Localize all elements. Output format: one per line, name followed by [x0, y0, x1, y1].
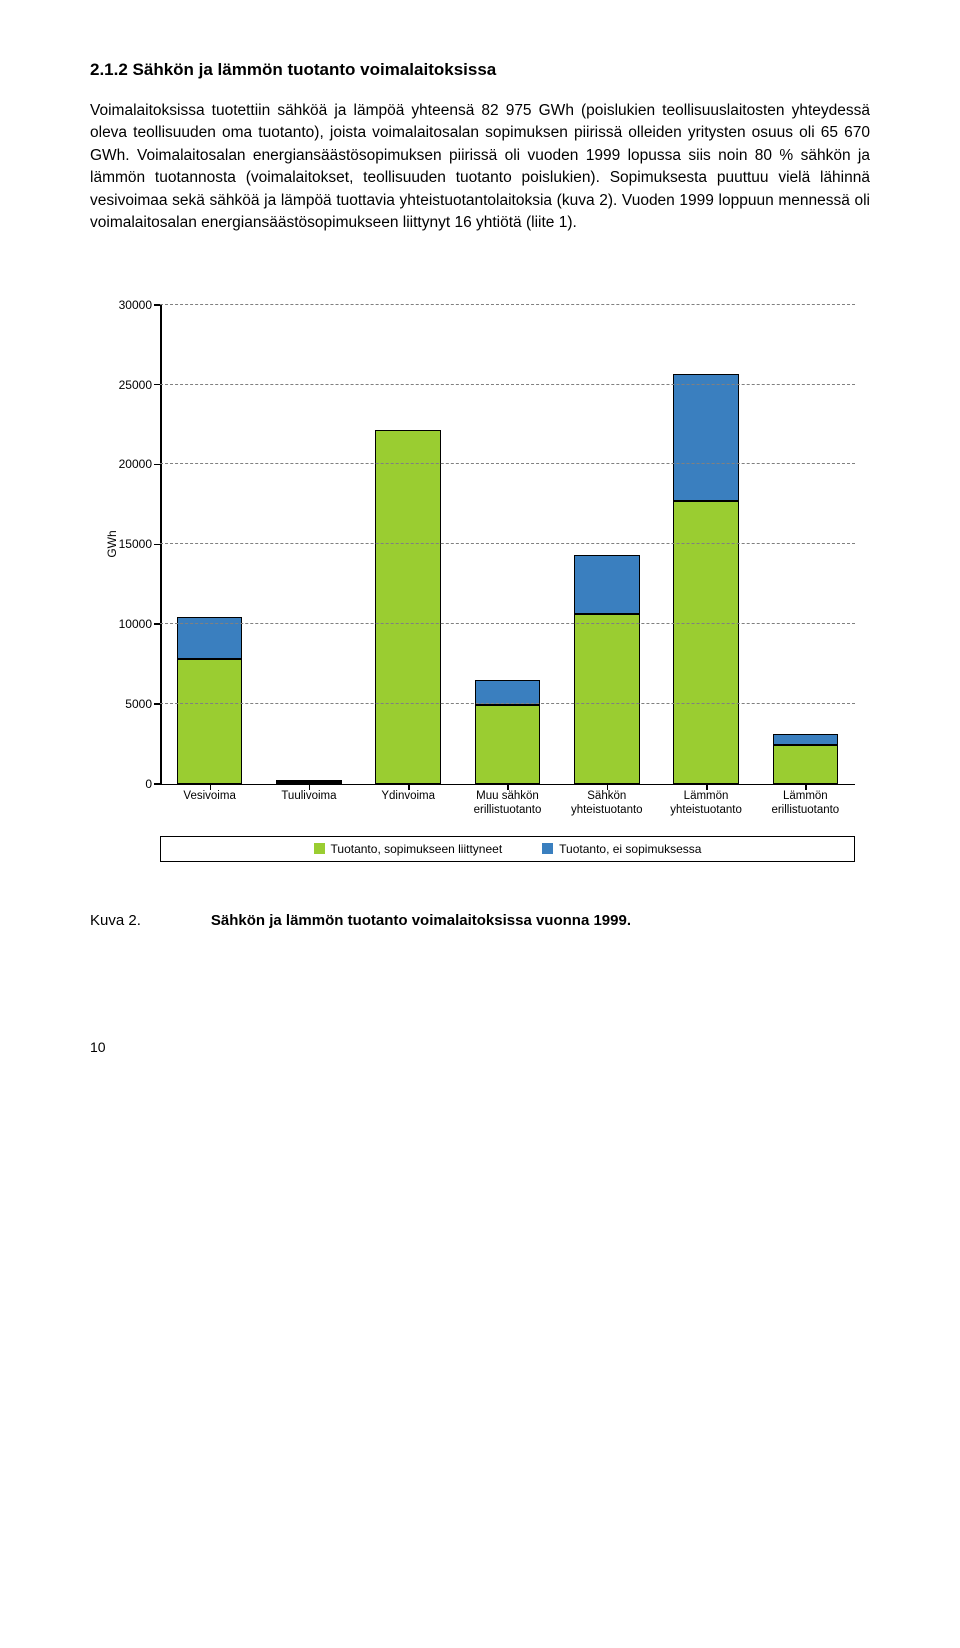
gridline [160, 463, 855, 464]
bar-stack [177, 617, 243, 783]
legend-label: Tuotanto, sopimukseen liittyneet [331, 842, 503, 856]
x-tick [408, 784, 410, 790]
gridline [160, 384, 855, 385]
x-label: Vesivoima [160, 789, 259, 818]
bar-stack [773, 734, 839, 784]
bar-segment [773, 734, 839, 745]
gridline [160, 623, 855, 624]
x-label: Sähkön yhteistuotanto [557, 789, 656, 818]
y-tick-label: 10000 [110, 617, 152, 631]
x-label: Tuulivoima [259, 789, 358, 818]
bar-slot [557, 305, 656, 784]
bar-slot [656, 305, 755, 784]
chart-container: GWh 050001000015000200002500030000 Vesiv… [105, 305, 855, 862]
chart-plot-area: GWh 050001000015000200002500030000 [160, 305, 855, 785]
x-labels: VesivoimaTuulivoimaYdinvoimaMuu sähkön e… [160, 789, 855, 818]
x-label: Ydinvoima [359, 789, 458, 818]
caption-label: Kuva 2. [90, 912, 141, 929]
bar-stack [574, 555, 640, 784]
gridline [160, 304, 855, 305]
y-tick [154, 783, 160, 785]
x-tick [507, 784, 509, 790]
y-tick-label: 5000 [110, 697, 152, 711]
y-tick-label: 20000 [110, 457, 152, 471]
y-tick-label: 30000 [110, 298, 152, 312]
chart-legend: Tuotanto, sopimukseen liittyneet Tuotanto… [160, 836, 855, 862]
caption-text: Sähkön ja lämmön tuotanto voimalaitoksis… [211, 912, 631, 929]
y-tick-label: 15000 [110, 537, 152, 551]
bar-segment [475, 680, 541, 706]
bar-segment [574, 614, 640, 784]
bar-stack [673, 374, 739, 784]
y-tick-label: 0 [110, 777, 152, 791]
legend-item: Tuotanto, sopimukseen liittyneet [314, 842, 503, 856]
y-tick [154, 464, 160, 466]
bar-slot [359, 305, 458, 784]
bar-segment [773, 745, 839, 783]
bar-segment [375, 430, 441, 784]
section-heading: 2.1.2 Sähkön ja lämmön tuotanto voimalai… [90, 60, 870, 80]
x-tick [607, 784, 609, 790]
x-label: Lämmön erillistuotanto [756, 789, 855, 818]
y-tick [154, 623, 160, 625]
x-ticks [160, 784, 855, 790]
bar-stack [475, 680, 541, 784]
legend-item: Tuotanto, ei sopimuksessa [542, 842, 701, 856]
gridline [160, 543, 855, 544]
x-tick [309, 784, 311, 790]
legend-label: Tuotanto, ei sopimuksessa [559, 842, 701, 856]
y-tick-label: 25000 [110, 378, 152, 392]
y-tick [154, 544, 160, 546]
figure-caption: Kuva 2. Sähkön ja lämmön tuotanto voimal… [90, 912, 870, 929]
y-tick [154, 703, 160, 705]
bar-segment [177, 659, 243, 784]
x-label: Lämmön yhteistuotanto [656, 789, 755, 818]
x-label: Muu sähkön erillistuotanto [458, 789, 557, 818]
bar-segment [475, 705, 541, 783]
legend-swatch [542, 843, 553, 854]
bar-segment [574, 555, 640, 614]
legend-swatch [314, 843, 325, 854]
x-tick [210, 784, 212, 790]
bar-slot [458, 305, 557, 784]
page-number: 10 [90, 1039, 870, 1055]
x-tick [706, 784, 708, 790]
y-tick [154, 304, 160, 306]
bar-stack [375, 430, 441, 784]
y-tick [154, 384, 160, 386]
body-paragraph: Voimalaitoksissa tuotettiin sähköä ja lä… [90, 100, 870, 235]
bar-segment [673, 374, 739, 500]
bar-slot [259, 305, 358, 784]
x-tick [805, 784, 807, 790]
bar-slot [160, 305, 259, 784]
bar-slot [756, 305, 855, 784]
bars-group [160, 305, 855, 784]
gridline [160, 703, 855, 704]
